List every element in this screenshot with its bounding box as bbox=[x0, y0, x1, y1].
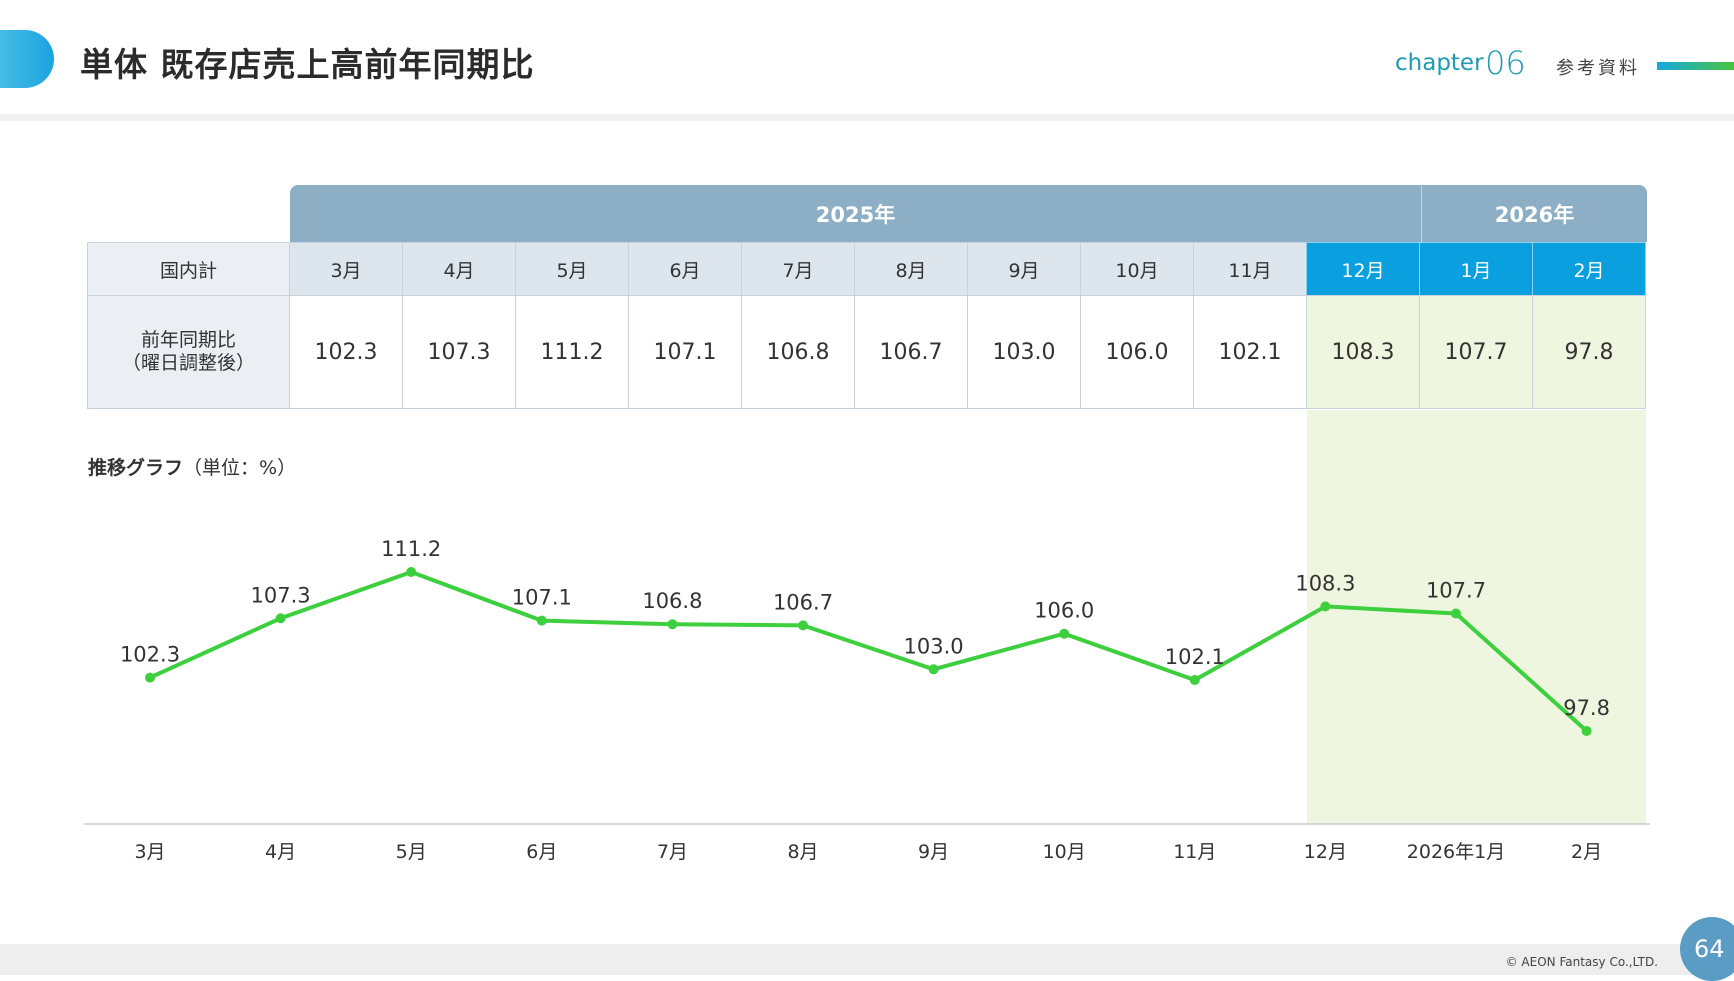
yoy-value-cell: 106.7 bbox=[854, 295, 968, 409]
data-label: 107.1 bbox=[512, 586, 572, 610]
month-header: 4月 bbox=[402, 242, 516, 296]
chapter-number: 06 bbox=[1485, 44, 1526, 82]
x-tick-label: 9月 bbox=[918, 841, 949, 863]
data-label: 107.7 bbox=[1426, 579, 1486, 603]
month-header: 9月 bbox=[967, 242, 1081, 296]
data-point bbox=[1320, 601, 1331, 612]
x-tick-label: 5月 bbox=[396, 841, 427, 863]
x-tick-label: 7月 bbox=[657, 841, 688, 863]
month-header: 10月 bbox=[1080, 242, 1194, 296]
month-header: 3月 bbox=[289, 242, 403, 296]
month-header: 6月 bbox=[628, 242, 742, 296]
data-point bbox=[798, 620, 808, 631]
row-header-domestic-total: 国内計 bbox=[87, 242, 290, 296]
data-label: 107.3 bbox=[251, 583, 311, 607]
yoy-value-cell: 106.0 bbox=[1080, 295, 1194, 409]
row-label-yoy-line1: 前年同期比 bbox=[140, 329, 236, 352]
month-header: 2月 bbox=[1532, 242, 1646, 296]
x-tick-label: 12月 bbox=[1304, 841, 1347, 863]
x-tick-label: 8月 bbox=[787, 841, 818, 863]
highlight-band bbox=[1307, 410, 1646, 824]
yoy-value-cell: 106.8 bbox=[741, 295, 855, 409]
graph-title-text: 推移グラフ bbox=[88, 457, 184, 479]
footer-band bbox=[0, 944, 1734, 975]
x-tick-label: 4月 bbox=[265, 841, 296, 863]
yoy-value-cell: 111.2 bbox=[515, 295, 629, 409]
data-point bbox=[667, 619, 678, 630]
data-label: 102.1 bbox=[1165, 645, 1225, 669]
graph-title: 推移グラフ（単位：%） bbox=[88, 453, 296, 480]
year-header-2025: 2025年 bbox=[290, 185, 1421, 242]
data-label: 102.3 bbox=[120, 643, 180, 667]
yoy-value-cell: 107.7 bbox=[1419, 295, 1533, 409]
data-point bbox=[275, 613, 286, 624]
month-header: 11月 bbox=[1193, 242, 1307, 296]
yoy-value-cell: 102.3 bbox=[289, 295, 403, 409]
yoy-value-cell: 102.1 bbox=[1193, 295, 1307, 409]
x-tick-label: 6月 bbox=[526, 841, 557, 863]
x-tick-label: 2026年1月 bbox=[1407, 841, 1505, 863]
data-label: 106.0 bbox=[1034, 599, 1094, 623]
x-tick-label: 10月 bbox=[1043, 841, 1086, 863]
graph-unit: （単位：%） bbox=[183, 457, 297, 479]
data-label: 97.8 bbox=[1563, 696, 1610, 720]
yoy-value-cell: 107.3 bbox=[402, 295, 516, 409]
data-label: 106.7 bbox=[773, 590, 833, 614]
x-tick-label: 3月 bbox=[134, 841, 165, 863]
row-label-yoy-line2: （曜日調整後） bbox=[121, 352, 255, 374]
data-point bbox=[1451, 608, 1461, 619]
data-point bbox=[1059, 628, 1070, 639]
year-header-2026: 2026年 bbox=[1421, 185, 1647, 242]
month-header: 12月 bbox=[1306, 242, 1420, 296]
page-title: 単体 既存店売上高前年同期比 bbox=[80, 45, 535, 84]
yoy-value-cell: 103.0 bbox=[967, 295, 1081, 409]
month-header: 7月 bbox=[741, 242, 855, 296]
yoy-value-cell: 108.3 bbox=[1306, 295, 1420, 409]
data-point bbox=[1189, 674, 1200, 685]
data-label: 103.0 bbox=[904, 634, 964, 658]
page-number: 64 bbox=[1680, 917, 1734, 981]
month-header: 8月 bbox=[854, 242, 968, 296]
chapter-label: chapter bbox=[1395, 50, 1484, 76]
row-label-yoy: 前年同期比 （曜日調整後） bbox=[87, 295, 290, 409]
yoy-value-cell: 107.1 bbox=[628, 295, 742, 409]
header-divider bbox=[0, 114, 1734, 121]
data-label: 111.2 bbox=[381, 537, 441, 561]
data-point bbox=[145, 672, 155, 683]
chapter-gradient-bar bbox=[1657, 62, 1734, 70]
data-point bbox=[406, 567, 417, 577]
copyright: © AEON Fantasy Co.,LTD. bbox=[1505, 955, 1658, 969]
yoy-value-cell: 97.8 bbox=[1532, 295, 1646, 409]
x-tick-label: 11月 bbox=[1173, 841, 1216, 863]
x-tick-label: 2月 bbox=[1571, 841, 1602, 863]
month-header: 1月 bbox=[1419, 242, 1533, 296]
data-point bbox=[536, 615, 547, 626]
data-point bbox=[1581, 726, 1592, 736]
data-label: 106.8 bbox=[642, 589, 702, 613]
section-label: 参考資料 bbox=[1556, 58, 1640, 79]
title-accent-tab bbox=[0, 30, 54, 88]
month-header: 5月 bbox=[515, 242, 629, 296]
data-label: 108.3 bbox=[1295, 571, 1355, 595]
series-line bbox=[149, 570, 1588, 733]
data-point bbox=[928, 664, 939, 675]
